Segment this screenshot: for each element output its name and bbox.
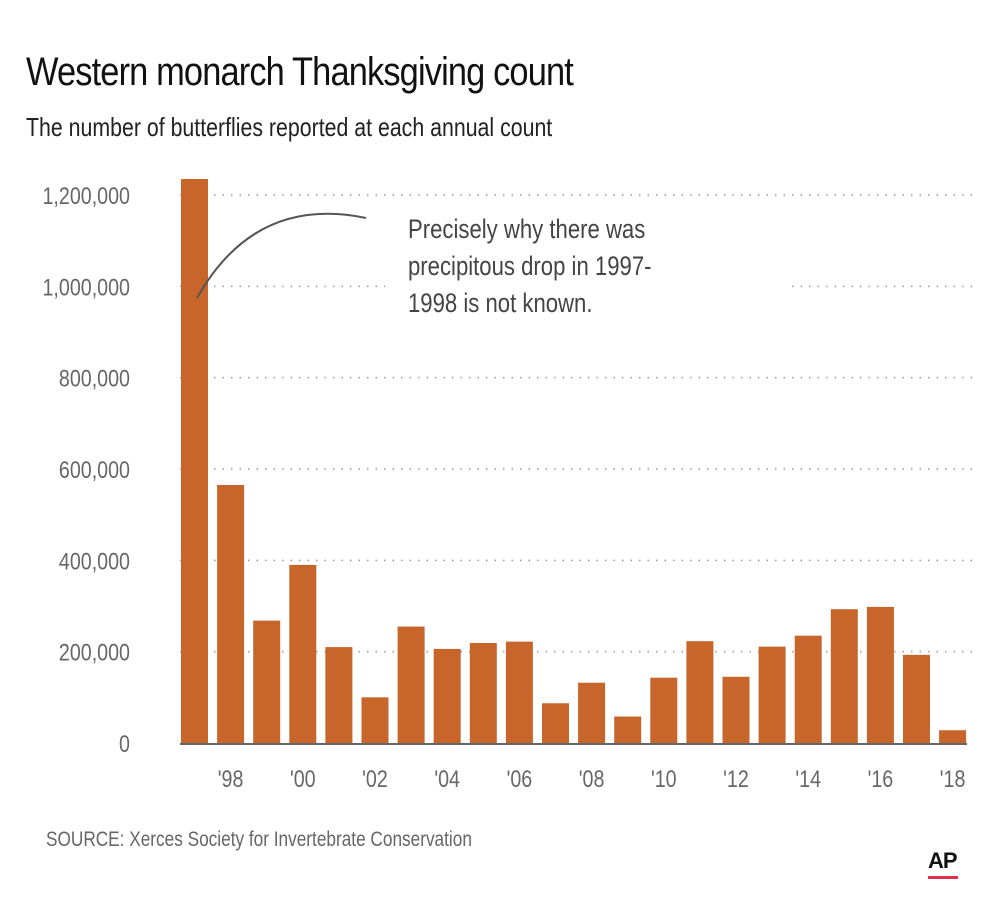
x-tick-label: '10: [651, 765, 677, 792]
y-tick-label: 1,200,000: [42, 182, 130, 209]
bar: [542, 703, 569, 743]
x-tick-label: '16: [868, 765, 894, 792]
bar: [289, 564, 317, 743]
ap-logo: AP: [928, 848, 958, 873]
chart-subtitle: The number of butterflies reported at ea…: [26, 112, 553, 142]
bar: [686, 641, 714, 743]
x-tick-label: '98: [218, 765, 244, 792]
y-tick-label: 600,000: [59, 456, 130, 483]
bar: [614, 716, 642, 743]
bar: [578, 682, 606, 743]
x-tick-label: '14: [795, 765, 821, 792]
bar: [397, 626, 425, 743]
source-note: SOURCE: Xerces Society for Invertebrate …: [46, 828, 472, 851]
annotation-text: 1998 is not known.: [408, 289, 593, 319]
bar: [361, 697, 389, 743]
bar: [505, 641, 533, 743]
bar: [939, 730, 967, 743]
bar: [650, 677, 678, 743]
y-tick-label: 200,000: [59, 639, 130, 666]
x-tick-label: '04: [434, 765, 460, 792]
bar: [433, 648, 461, 743]
bar: [830, 609, 858, 743]
x-tick-label: '18: [940, 765, 966, 792]
chart-title: Western monarch Thanksgiving count: [26, 50, 574, 94]
ap-logo-underline: [928, 876, 958, 879]
bar: [217, 484, 245, 743]
annotation-leader-line: [196, 212, 367, 299]
annotation-text: Precisely why there was: [408, 215, 645, 245]
bar: [866, 606, 894, 743]
bar: [181, 179, 208, 743]
x-tick-label: '12: [723, 765, 749, 792]
y-tick-label: 1,000,000: [42, 273, 130, 300]
bar: [758, 646, 786, 743]
bar: [903, 654, 930, 743]
bar: [722, 676, 750, 743]
annotation-text: precipitous drop in 1997-: [408, 252, 652, 282]
x-tick-label: '06: [507, 765, 533, 792]
bar: [469, 642, 497, 743]
x-tick-label: '00: [290, 765, 316, 792]
x-tick-label: '02: [362, 765, 388, 792]
bar: [253, 620, 281, 743]
bar: [794, 635, 822, 743]
y-tick-label: 800,000: [59, 365, 130, 392]
annotation-background: [385, 205, 790, 325]
bar: [325, 647, 353, 743]
x-tick-label: '08: [579, 765, 605, 792]
y-tick-label: 0: [119, 730, 130, 757]
y-tick-label: 400,000: [59, 547, 130, 574]
